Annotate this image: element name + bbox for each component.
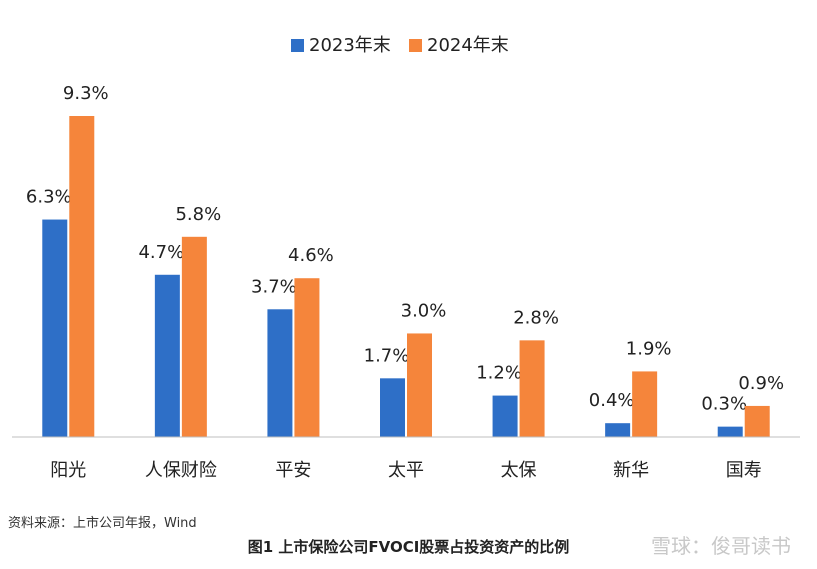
bar — [154, 274, 180, 437]
data-label: 9.3% — [63, 83, 109, 104]
data-label: 3.7% — [251, 276, 297, 297]
data-label: 0.3% — [701, 394, 747, 415]
figure-caption: 图1 上市保险公司FVOCI股票占投资资产的比例 — [247, 538, 570, 556]
bar — [42, 219, 68, 437]
bar — [492, 395, 518, 437]
data-label: 0.9% — [738, 373, 784, 394]
legend-label: 2023年末 — [309, 35, 391, 56]
bar — [407, 333, 432, 437]
bar — [717, 426, 743, 437]
legend-label: 2024年末 — [427, 35, 509, 56]
data-label: 5.8% — [175, 204, 221, 225]
bar — [294, 278, 320, 437]
data-label: 4.7% — [138, 242, 184, 263]
data-label: 1.9% — [626, 338, 672, 359]
legend-swatch — [291, 39, 304, 52]
x-tick-label: 国寿 — [726, 460, 762, 481]
x-tick-label: 太保 — [501, 460, 537, 481]
data-label: 1.2% — [476, 363, 522, 384]
watermark: 雪球：俊哥读书 — [651, 534, 791, 558]
bar — [519, 340, 545, 437]
bar-chart: 2023年末 2024年末 6.3% 9.3% 阳光 4.7% 5.8% 人保财险 3.7% 4.… — [12, 35, 800, 481]
bar — [267, 309, 293, 437]
x-tick-label: 太平 — [388, 460, 424, 481]
legend-swatch — [409, 39, 422, 52]
bar — [380, 378, 405, 437]
bar — [69, 116, 95, 437]
data-label: 4.6% — [288, 245, 334, 266]
data-label: 6.3% — [26, 187, 72, 208]
bar — [744, 405, 770, 437]
bar — [632, 371, 658, 437]
data-label: 1.7% — [364, 345, 410, 366]
x-tick-label: 人保财险 — [145, 460, 217, 481]
bar — [605, 423, 631, 437]
data-label: 3.0% — [401, 300, 447, 321]
source-note: 资料来源：上市公司年报，Wind — [8, 516, 197, 531]
data-label: 2.8% — [513, 307, 559, 328]
data-label: 0.4% — [589, 390, 635, 411]
x-tick-label: 阳光 — [50, 460, 86, 481]
bar — [181, 236, 207, 437]
x-tick-label: 平安 — [275, 460, 311, 481]
x-tick-label: 新华 — [613, 460, 649, 481]
